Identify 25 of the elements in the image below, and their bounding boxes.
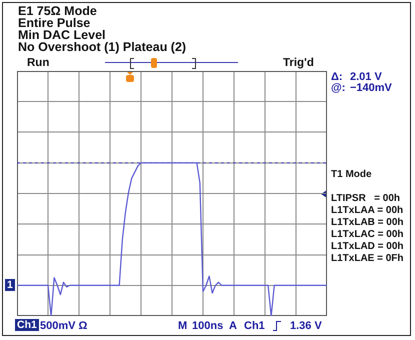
text: No Overshoot (1) Plateau (2) — [18, 40, 186, 54]
text: 1.36 V — [290, 319, 322, 333]
text: M — [178, 319, 188, 333]
text: 100ns — [192, 319, 224, 333]
text: Entire Pulse — [18, 16, 90, 30]
text: Min DAC Level — [18, 28, 106, 42]
text: Trig'd — [283, 56, 314, 70]
text: Ch1 — [15, 319, 39, 331]
text: Δ: — [331, 70, 343, 83]
chart-title: E1 75Ω Mode — [17, 3, 97, 18]
text: LTIPSR = 00h — [331, 192, 400, 206]
text: Ch1 — [244, 319, 265, 333]
text: @: — [331, 81, 346, 95]
text: L1TxLAC = 00h — [331, 228, 404, 242]
text: 500mV Ω — [40, 319, 88, 333]
text: 2.01 V — [350, 70, 382, 83]
text: Run — [27, 56, 50, 70]
text: L1TxLAA = 00h — [331, 204, 404, 218]
text: L1TxLAD = 00h — [331, 240, 404, 254]
text: 1 — [5, 279, 15, 291]
text: −140mV — [350, 81, 392, 95]
text: T1 Mode — [331, 168, 372, 182]
text: L1TxLAE = 0Fh — [331, 252, 404, 266]
text: A — [229, 319, 237, 333]
text: L1TxLAB = 00h — [331, 216, 404, 230]
